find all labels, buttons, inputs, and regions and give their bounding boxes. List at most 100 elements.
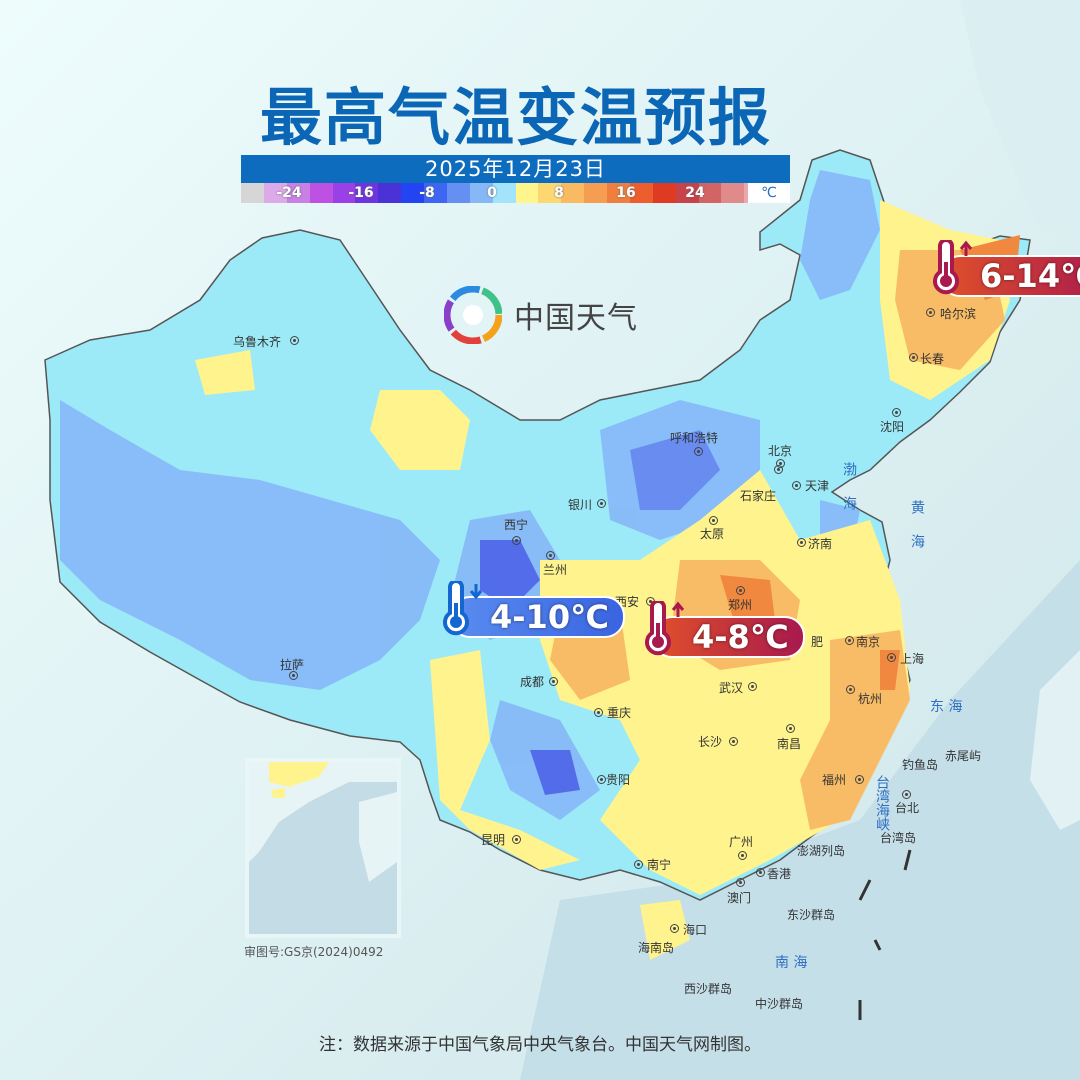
city-marker-icon — [855, 775, 864, 784]
footer-note: 注：数据来源于中国气象局中央气象台。中国天气网制图。 — [319, 1035, 761, 1055]
city-label: 香港 — [767, 867, 792, 881]
neighbor-land — [1030, 650, 1080, 830]
city-label: 昆明 — [481, 833, 506, 847]
legend-swatch — [355, 183, 379, 203]
island-label: 中沙群岛 — [755, 997, 804, 1011]
city-marker-icon — [887, 653, 896, 662]
city-marker-icon — [846, 685, 855, 694]
city-label: 南昌 — [777, 737, 802, 751]
city-marker-icon — [756, 868, 765, 877]
legend-swatch — [378, 183, 402, 203]
city-marker-icon — [748, 682, 757, 691]
sea-label: 渤海 — [841, 462, 857, 530]
cooling-areas — [60, 170, 880, 820]
city-marker-icon — [786, 724, 795, 733]
legend-tick-label: 24 — [685, 185, 705, 201]
city-marker-icon — [736, 878, 745, 887]
city-marker-icon — [512, 536, 521, 545]
city-label: 杭州 — [858, 692, 883, 706]
city-marker-icon — [597, 775, 606, 784]
city-marker-icon — [845, 636, 854, 645]
city-label: 贵阳 — [606, 773, 631, 787]
legend-swatch — [469, 183, 493, 203]
city-label: 广州 — [729, 835, 754, 849]
city-marker-icon — [909, 353, 918, 362]
city-label: 海口 — [683, 923, 708, 937]
legend-swatch — [263, 183, 287, 203]
temperature-range-label: 6-14℃ — [940, 255, 1080, 297]
sea-label: 东 海 — [930, 699, 963, 715]
city-label: 北京 — [768, 444, 793, 458]
city-marker-icon — [926, 308, 935, 317]
legend-swatch — [721, 183, 745, 203]
city-marker-icon — [738, 851, 747, 860]
legend-tick-label: -16 — [348, 185, 374, 201]
legend-swatch — [332, 183, 356, 203]
island-label: 西沙群岛 — [684, 982, 733, 996]
city-label: 上海 — [900, 652, 925, 666]
city-marker-icon — [902, 790, 911, 799]
city-label: 太原 — [700, 527, 725, 541]
city-marker-icon — [670, 924, 679, 933]
city-marker-icon — [290, 336, 299, 345]
city-marker-icon — [594, 708, 603, 717]
legend-swatch — [561, 183, 585, 203]
thermometer-up-icon — [645, 601, 685, 656]
thermometer-up-icon — [933, 240, 973, 295]
legend-swatch — [424, 183, 447, 203]
city-label: 台北 — [895, 801, 920, 815]
city-label: 福州 — [822, 773, 847, 787]
legend-unit: ℃ — [748, 183, 790, 203]
city-marker-icon — [597, 499, 606, 508]
city-marker-icon — [774, 465, 783, 474]
city-marker-icon — [736, 586, 745, 595]
city-label: 天津 — [805, 479, 830, 493]
city-marker-icon — [729, 737, 738, 746]
island-label: 澎湖列岛 — [797, 844, 846, 858]
city-marker-icon — [512, 835, 521, 844]
legend-swatch — [241, 183, 264, 203]
city-label: 呼和浩特 — [670, 431, 719, 445]
city-marker-icon — [546, 551, 555, 560]
legend-swatch — [607, 183, 630, 203]
city-label: 长沙 — [698, 735, 723, 749]
city-label: 拉萨 — [280, 658, 305, 672]
weather-logo-icon — [444, 286, 502, 344]
inset-map — [249, 762, 397, 882]
island-label: 东沙群岛 — [787, 908, 836, 922]
legend-swatch — [584, 183, 607, 203]
city-marker-icon — [549, 677, 558, 686]
city-label: 银川 — [568, 498, 593, 512]
thermometer-down-icon — [443, 581, 483, 636]
city-marker-icon — [694, 447, 703, 456]
city-label: 石家庄 — [740, 489, 777, 503]
city-label: 沈阳 — [880, 420, 905, 434]
brand-logo: 中国天气 — [444, 286, 638, 344]
city-label: 重庆 — [607, 706, 632, 720]
legend-swatch — [401, 183, 424, 203]
legend-swatch — [309, 183, 333, 203]
city-marker-icon — [289, 671, 298, 680]
city-label: 西宁 — [504, 518, 529, 532]
city-label: 哈尔滨 — [940, 307, 977, 321]
legend-tick-label: 8 — [554, 185, 564, 201]
legend-swatch — [492, 183, 516, 203]
city-label: 乌鲁木齐 — [233, 335, 282, 349]
legend-swatch — [446, 183, 470, 203]
legend-swatch — [698, 183, 722, 203]
legend-swatch — [538, 183, 562, 203]
logo-text: 中国天气 — [514, 301, 638, 336]
nine-dash-line — [858, 849, 912, 1020]
sea-label: 南 海 — [775, 955, 808, 971]
city-label: 澳门 — [727, 891, 752, 905]
legend-swatch — [286, 183, 310, 203]
island-label: 海南岛 — [638, 941, 675, 955]
city-marker-icon — [797, 538, 806, 547]
legend-swatch — [675, 183, 699, 203]
temperature-change-callout: 4-8℃ — [640, 601, 805, 658]
island-label: 赤尾屿 — [945, 749, 982, 763]
legend-swatch — [652, 183, 676, 203]
temperature-range-label: 4-8℃ — [652, 616, 805, 658]
city-label: 南宁 — [647, 858, 672, 872]
sea-label: 台湾海峡 — [874, 775, 890, 831]
